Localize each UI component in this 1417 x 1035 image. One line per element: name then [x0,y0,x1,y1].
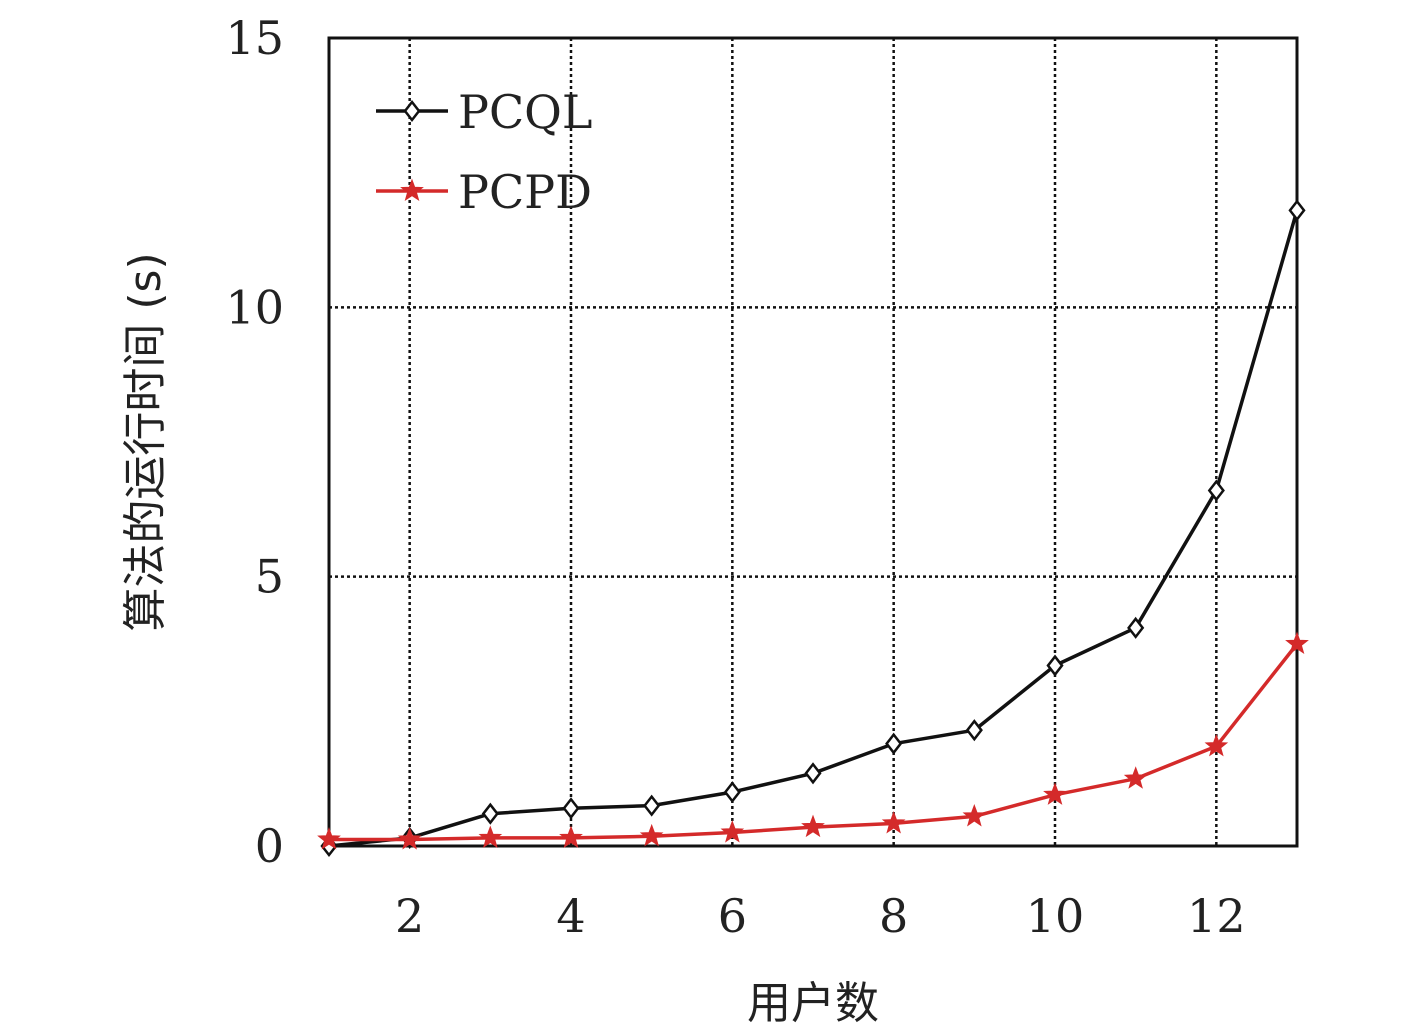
star-marker [1204,733,1229,757]
star-marker [720,820,745,843]
y-axis-ticks: 0 5 10 15 [225,11,284,873]
x-tick-label: 10 [1026,889,1085,943]
x-tick-label: 8 [879,889,908,943]
diamond-marker [804,762,822,785]
diamond-marker [562,797,580,820]
star-marker [1285,631,1309,655]
series-group [317,199,1309,858]
diamond-marker [965,719,983,742]
star-marker [881,810,906,834]
x-tick-label: 6 [718,889,747,943]
legend-label: PCQL [458,85,592,139]
star-marker [639,823,664,847]
series-line [328,209,1299,848]
star-marker [478,825,503,848]
grid [329,38,1297,846]
y-tick-label: 15 [225,11,284,65]
diamond-marker [1207,479,1225,502]
diamond-marker [481,802,499,825]
y-axis-title: 算法的运行时间 (s) [120,252,171,631]
diamond-marker [1046,654,1064,677]
star-marker [962,803,987,827]
star-marker [397,827,422,850]
star-marker [400,178,424,202]
x-tick-label: 2 [395,889,424,943]
series-pcql [320,199,1306,858]
star-marker [317,827,341,850]
y-tick-label: 0 [255,819,284,873]
diamond-marker [403,99,421,123]
legend-item-pcpd: PCPD [376,165,592,219]
x-tick-label: 4 [556,889,585,943]
diamond-marker [1288,199,1306,222]
legend-label: PCPD [458,165,592,219]
x-tick-label: 12 [1187,889,1246,943]
diamond-marker [723,781,741,804]
plot-frame [327,36,1299,848]
legend-item-pcql: PCQL [376,85,592,139]
diamond-marker [643,794,661,817]
star-marker [801,814,825,838]
star-marker [1123,766,1148,789]
x-axis-title: 用户数 [747,978,879,1029]
y-tick-label: 10 [225,280,284,334]
diamond-marker [1127,616,1145,639]
x-axis-ticks: 2 4 6 8 10 12 [395,889,1246,943]
series-line [329,642,1299,842]
diamond-marker [885,732,903,755]
y-tick-label: 5 [255,550,284,604]
series-pcpd [317,631,1309,850]
star-marker [559,825,583,848]
star-marker [1043,782,1067,805]
legend: PCQL PCPD [376,85,592,219]
